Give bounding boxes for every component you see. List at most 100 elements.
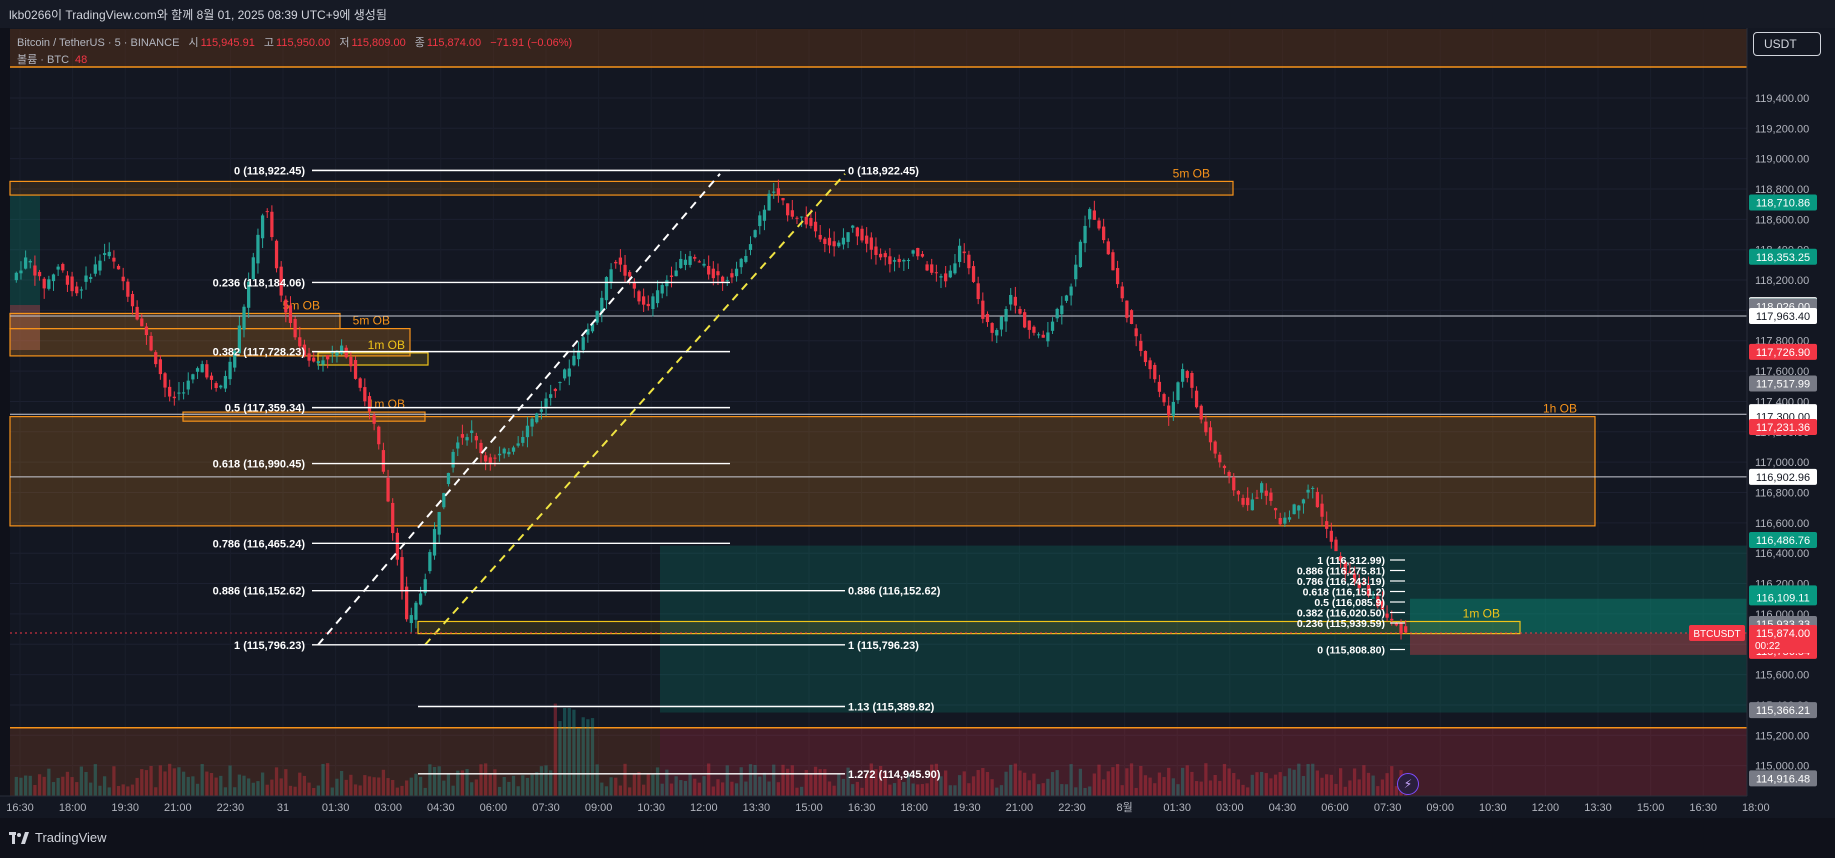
volume-bar (776, 782, 781, 796)
candle-body (93, 264, 97, 274)
candle-body (1241, 498, 1245, 505)
volume-bar (628, 787, 632, 796)
volume-bar (1102, 779, 1106, 796)
volume-legend: 볼륨 · BTC 48 (17, 51, 87, 67)
candle-body (1343, 561, 1347, 575)
volume-bar (158, 765, 162, 796)
candle-body (1064, 295, 1069, 301)
volume-bar (116, 785, 121, 796)
volume-bar (618, 785, 623, 796)
candle-body (837, 242, 841, 247)
candle-body (460, 434, 465, 438)
last-price-value: 115,874.00 (1756, 628, 1810, 640)
time-axis-tick: 21:00 (1006, 802, 1034, 814)
candle-body (953, 263, 957, 274)
volume-bar (474, 779, 478, 796)
candle-body (330, 351, 334, 354)
volume-bar (1264, 773, 1268, 796)
candle-body (888, 256, 892, 265)
volume-bar (186, 776, 190, 796)
tradingview-logo[interactable]: TradingView (9, 830, 107, 845)
candle-body (265, 211, 269, 213)
currency-button[interactable]: USDT (1753, 32, 1821, 56)
volume-bar (516, 786, 520, 796)
candle-body (339, 345, 344, 354)
volume-bar (544, 765, 548, 796)
volume-bar (163, 771, 167, 796)
time-axis-tick: 18:00 (900, 802, 928, 814)
candle-body (758, 215, 762, 227)
candle-body (1362, 582, 1366, 585)
volume-bar (1167, 767, 1171, 796)
volume-bar (758, 776, 762, 796)
close-value: 115,874.00 (426, 37, 482, 49)
volume-bar (711, 786, 715, 796)
candle-body (37, 271, 42, 277)
volume-bar (572, 709, 576, 796)
candle-body (502, 448, 506, 454)
price-badge (1749, 194, 1817, 211)
volume-bar (990, 779, 994, 796)
candle-body (841, 237, 846, 245)
candle-body (1069, 286, 1073, 296)
volume-bar (1287, 768, 1292, 796)
candle-body (739, 258, 743, 268)
candle-body (1153, 364, 1157, 380)
price-axis-tick: 115,600.00 (1755, 670, 1809, 682)
candle-body (1181, 369, 1185, 382)
volume-bar (697, 782, 702, 796)
volume-bar (181, 771, 186, 796)
volume-bar (1097, 764, 1101, 796)
left-red-zone (10, 305, 40, 350)
candle-body (674, 270, 678, 277)
candle-body (1092, 210, 1096, 220)
time-axis-tick: 01:30 (1163, 802, 1191, 814)
volume-bar (567, 707, 571, 796)
symbol-name: Bitcoin / TetherUS · 5 · BINANCE (17, 37, 180, 49)
chart-snapshot-title: lkb0266이 TradingView.com와 함께 8월 01, 2025… (9, 8, 387, 22)
candle-body (595, 310, 599, 323)
candle-body (553, 388, 557, 392)
volume-bar (270, 779, 274, 796)
volume-bar (976, 770, 980, 796)
time-axis-tick: 07:30 (1374, 802, 1402, 814)
candle-body (1255, 497, 1259, 499)
candle-body (1046, 332, 1050, 342)
volume-bar (391, 780, 395, 796)
volume-bar (1143, 775, 1148, 796)
volume-bar (1148, 777, 1152, 796)
volume-bar (316, 785, 320, 796)
volume-bar (609, 777, 613, 796)
time-axis-tick: 06:00 (1321, 802, 1349, 814)
candle-body (572, 355, 576, 366)
volume-bar (256, 781, 260, 796)
volume-bar (144, 770, 149, 796)
candle-body (33, 265, 37, 276)
volume-bar (274, 767, 279, 796)
candle-body (493, 457, 497, 459)
candle-body (405, 586, 409, 620)
candle-body (1139, 340, 1143, 351)
countdown-label: 00:22 (1755, 641, 1780, 652)
volume-bar (744, 781, 748, 796)
candle-body (1194, 390, 1199, 408)
fib-right-label: 0.236 (115,939.59) (1297, 618, 1385, 630)
volume-bar (1204, 763, 1208, 796)
price-badge-label: 117,231.36 (1756, 422, 1810, 434)
volume-bar (827, 781, 832, 796)
volume-bar (507, 781, 511, 796)
volume-bar (400, 785, 404, 796)
volume-bar (623, 763, 627, 796)
volume-bar (135, 777, 139, 796)
order-block (317, 352, 429, 366)
candle-body (144, 326, 149, 336)
lightning-icon[interactable]: ⚡ (1397, 773, 1419, 795)
candle-body (525, 425, 530, 438)
candle-body (1041, 334, 1045, 338)
time-axis-tick: 12:00 (690, 802, 718, 814)
candle-body (284, 299, 288, 313)
volume-bar (1181, 767, 1185, 796)
candle-body (61, 264, 65, 271)
candle-body (497, 453, 502, 456)
fib-right-label: 0.786 (116,243.19) (1297, 576, 1385, 588)
